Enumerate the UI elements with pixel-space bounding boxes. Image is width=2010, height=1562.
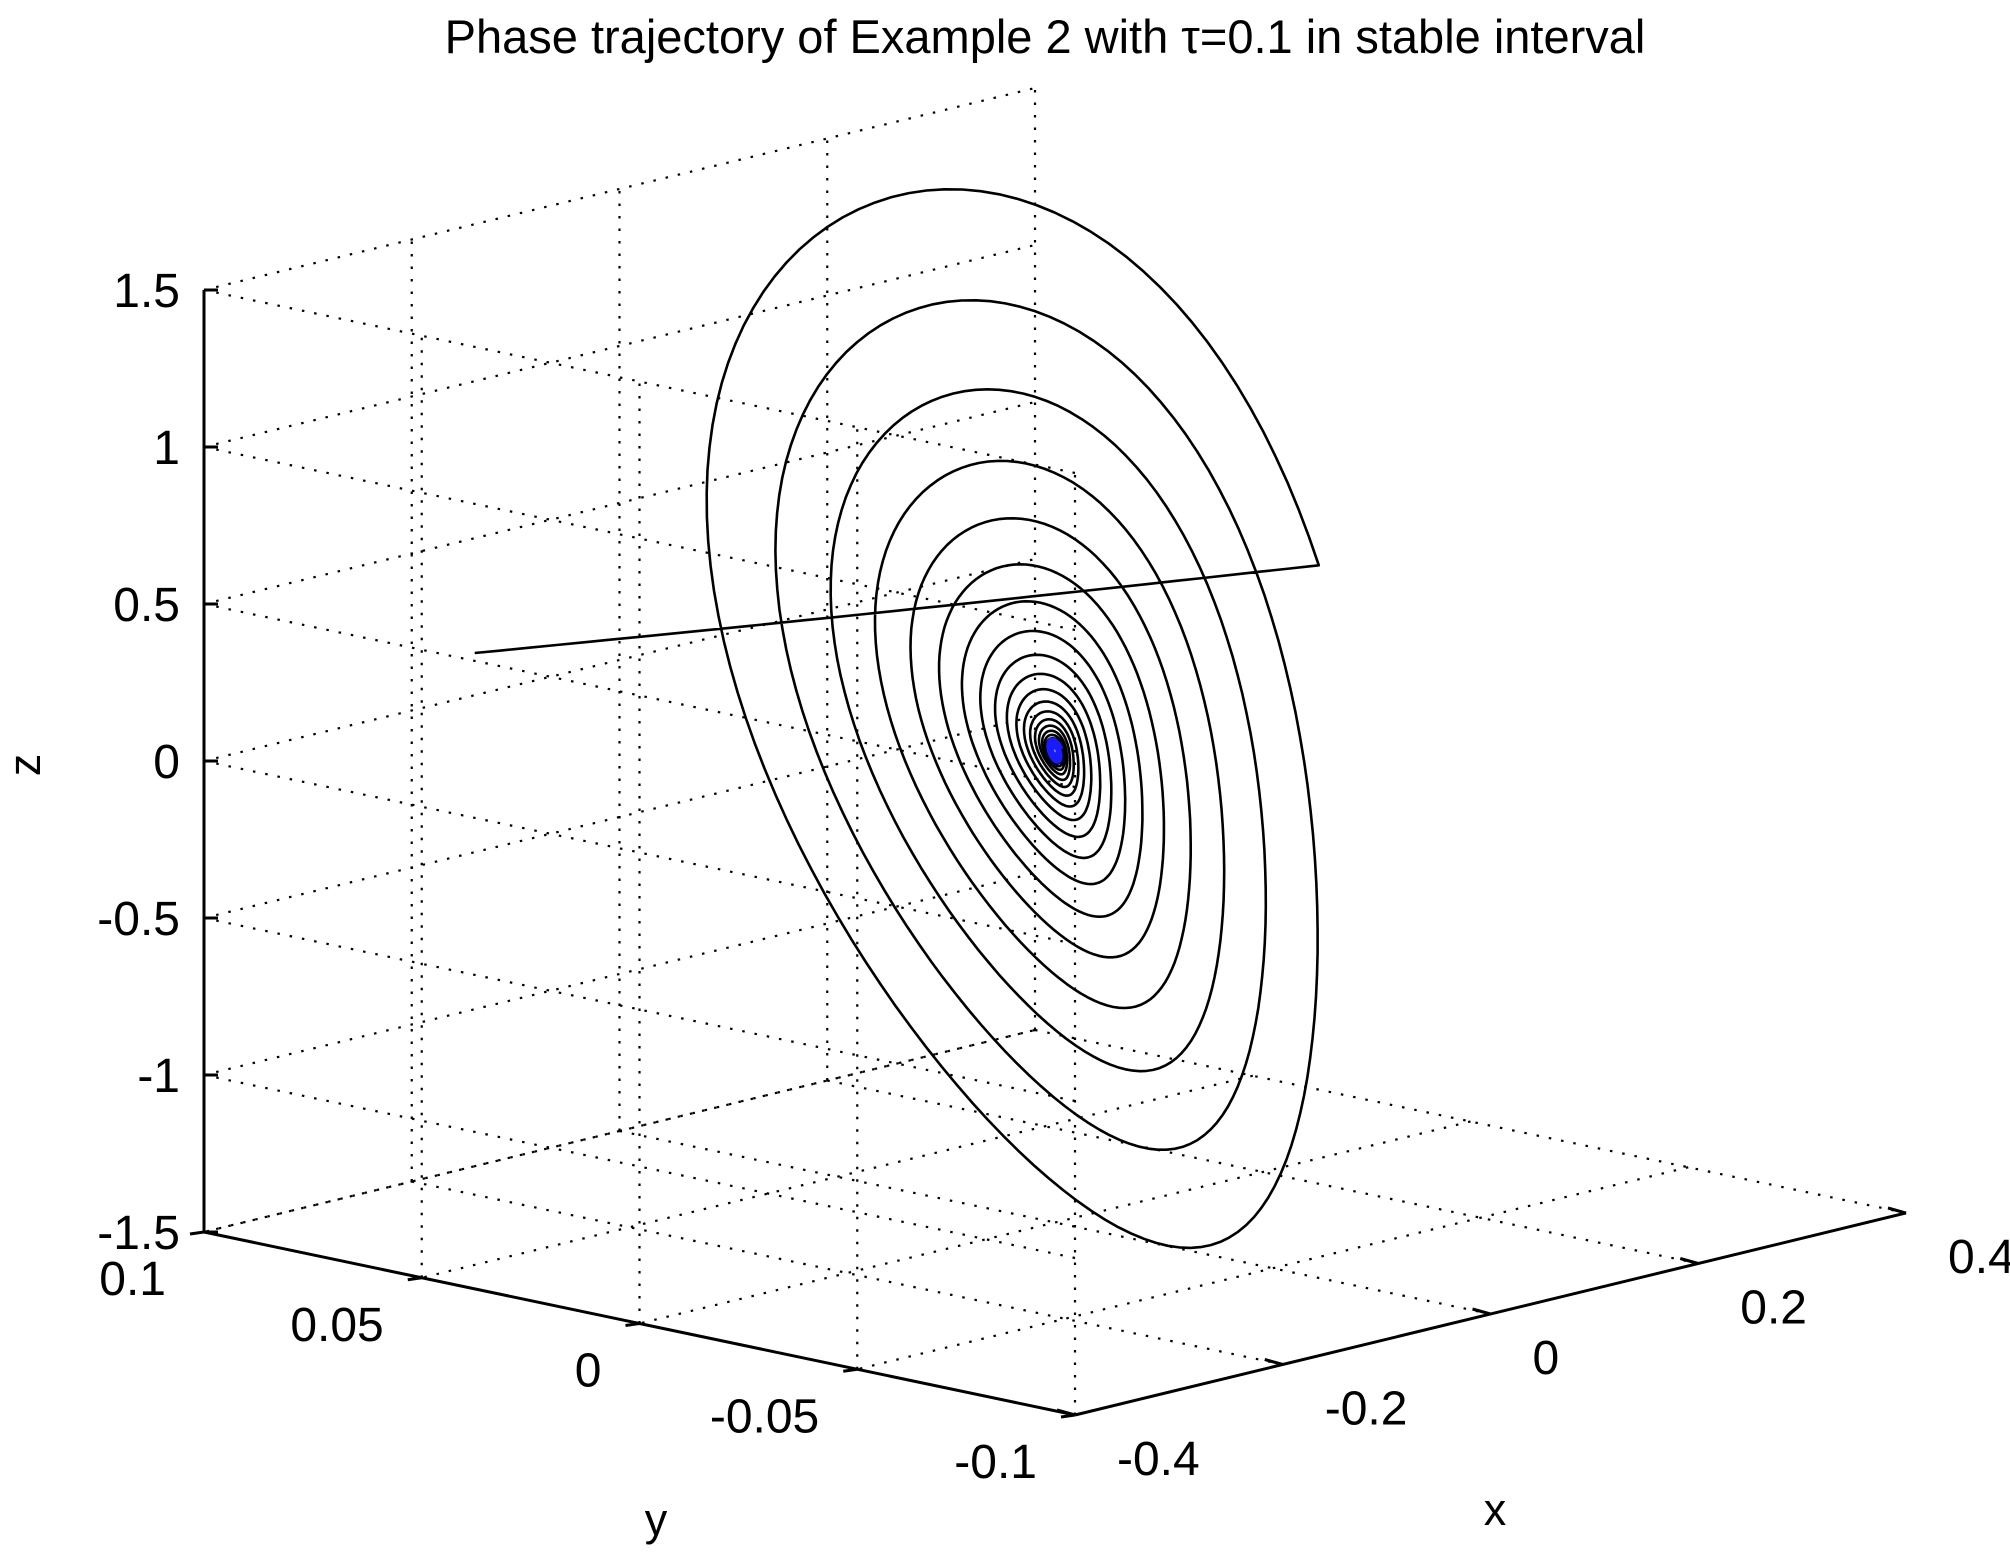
y-tick-label: 0.05 [290,1299,383,1352]
grid-line [856,1166,1689,1371]
chart-title: Phase trajectory of Example 2 with τ=0.1… [445,10,1646,63]
tick-labels: -1.5 -1 -0.5 0 0.5 1 1.5 -0.1 -0.05 0 0.05 0.1 -0.4 -… [97,265,2010,1489]
y-tick-label: -0.1 [954,1436,1037,1489]
y-tick-mark [843,1367,858,1373]
z-tick-label: -1.5 [97,1207,180,1260]
grid-line [203,86,1036,292]
grid-line [203,1073,1076,1260]
y-axis-label: y [645,1494,668,1545]
grid-line [639,1120,1471,1325]
x-tick-label: 0.4 [1948,1231,2010,1284]
y-tick-mark [407,1276,422,1282]
y-tick-label: -0.05 [710,1390,819,1443]
grid-line [203,1028,1036,1234]
x-tick-label: 0.2 [1740,1282,1807,1335]
x-tick-mark [1679,1257,1699,1265]
axes [189,288,1907,1419]
z-tick-label: 1 [153,422,180,475]
x-tick-label: -0.2 [1325,1383,1408,1436]
grid-line [203,759,1076,946]
z-tick-label: -1 [137,1050,180,1103]
trajectory-end-core [1046,737,1064,764]
grid-line [203,445,1076,632]
y-tick-label: 0 [575,1345,602,1398]
x-tick-mark [1056,1408,1076,1417]
z-tick-label: 1.5 [113,265,180,318]
grid-line [203,714,1036,920]
x-tick-mark [1264,1358,1284,1366]
x-tick-mark [1887,1206,1907,1215]
x-tick-label: -0.4 [1117,1433,1200,1486]
grid-line [203,557,1036,763]
y-tick-mark [625,1322,640,1327]
grid [202,86,1907,1417]
grid-line [203,871,1036,1077]
grid-line [411,1180,1283,1366]
z-tick-label: 0 [153,736,180,789]
z-tick-label: -0.5 [97,893,180,946]
y-tick-mark [189,1230,205,1236]
grid-line [203,288,1076,475]
x-tick-label: 0 [1533,1332,1560,1385]
y-tick-label: 0.1 [99,1253,166,1306]
x-axis-label: x [1484,1484,1507,1535]
grid-line [619,1129,1491,1316]
z-axis-label: z [0,754,50,777]
grid-line [203,1028,1036,1234]
grid-line [203,243,1036,449]
z-tick-label: 0.5 [113,579,180,632]
grid-line [421,1074,1254,1279]
trajectory-line [474,188,1321,1250]
trajectory-series [474,188,1321,1250]
x-tick-mark [1472,1307,1491,1316]
grid-line [203,400,1036,606]
